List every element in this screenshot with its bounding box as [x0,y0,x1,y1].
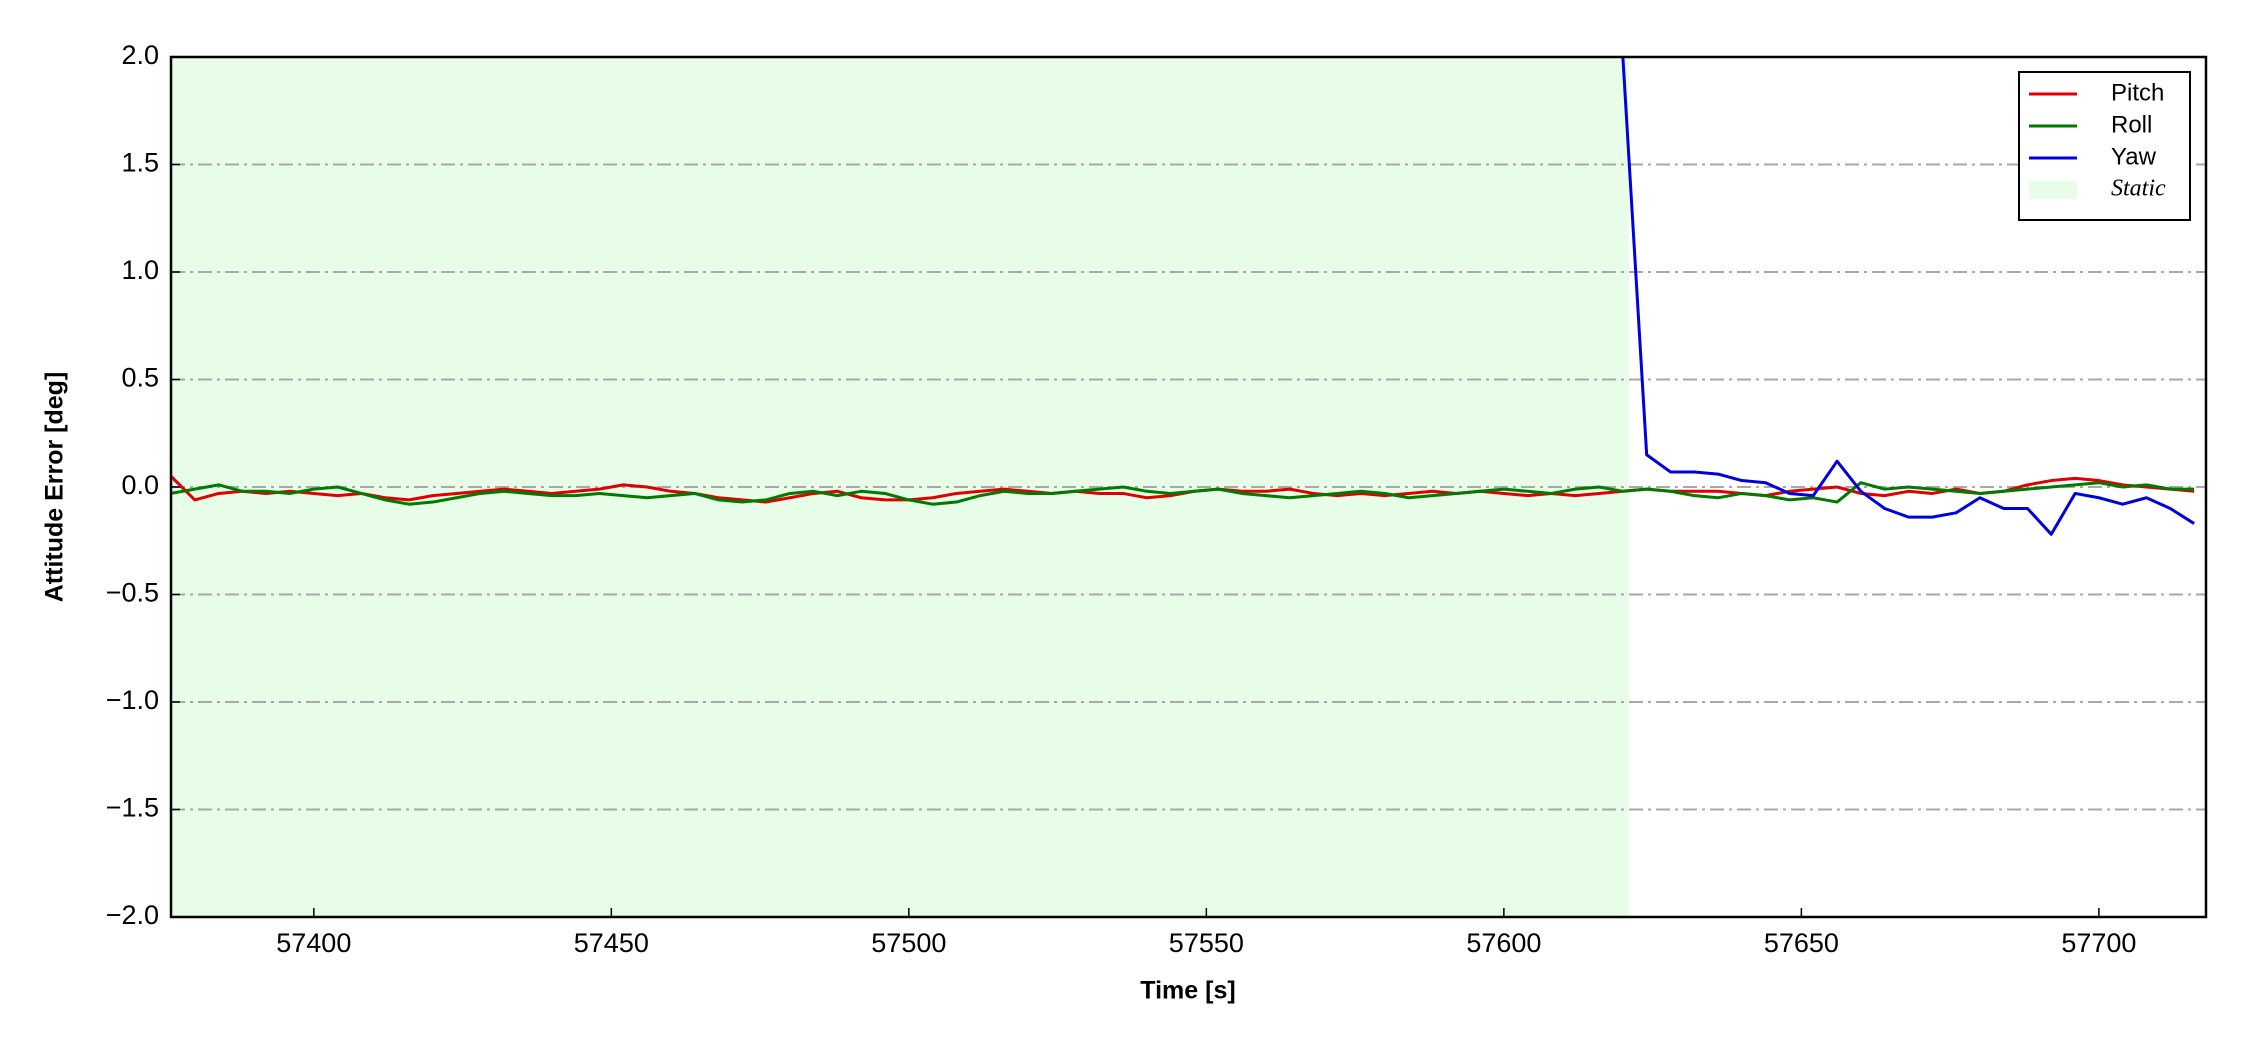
y-tick-label: 1.5 [121,148,159,178]
y-tick-label: −1.0 [106,685,159,715]
static-span [171,57,1629,917]
y-axis-label: Attitude Error [deg] [41,372,69,603]
y-tick-label: 0.5 [121,363,159,393]
legend-label: Yaw [2111,143,2157,170]
x-tick-label: 57550 [1169,928,1244,958]
x-tick-label: 57650 [1764,928,1839,958]
y-tick-label: −0.5 [106,578,159,608]
y-tick-label: 1.0 [121,255,159,285]
y-tick-label: 2.0 [121,40,159,70]
plot-frame [169,55,2208,919]
legend-label: Static [2111,176,2166,202]
y-tick-label: −2.0 [106,900,159,930]
x-tick-label: 57400 [276,928,351,958]
legend-label: Pitch [2111,79,2164,106]
x-tick-label: 57500 [871,928,946,958]
x-tick-label: 57600 [1466,928,1541,958]
x-tick-label: 57450 [574,928,649,958]
legend-swatch [2029,181,2077,199]
x-tick-label: 57700 [2061,928,2136,958]
x-axis-label: Time [s] [1140,977,1235,1005]
series-line [1621,57,2195,536]
y-tick-label: −1.5 [106,793,159,823]
legend-label: Roll [2111,111,2152,138]
y-tick-label: 0.0 [121,470,159,500]
plot-area [171,57,2206,917]
